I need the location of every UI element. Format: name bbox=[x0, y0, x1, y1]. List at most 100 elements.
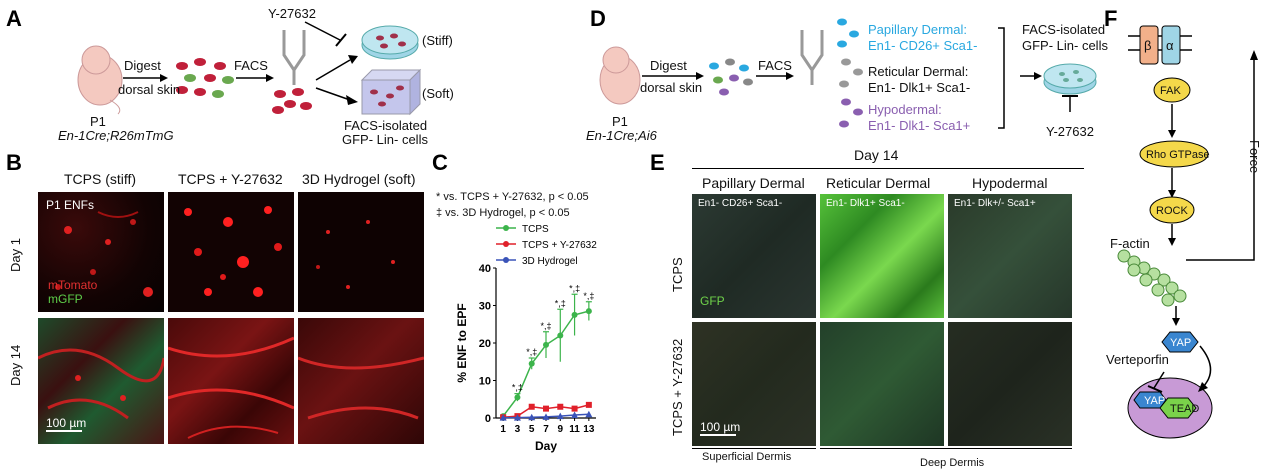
micrograph-e-hypodermal-y27632 bbox=[948, 322, 1072, 446]
mouse-pup-icon bbox=[599, 46, 641, 105]
panel-d-isolated-2: GFP- Lin- cells bbox=[1022, 38, 1108, 53]
panel-b-col-1: TCPS (stiff) bbox=[64, 171, 137, 187]
panel-f-label: F bbox=[1104, 6, 1118, 31]
panel-f-factin: F-actin bbox=[1110, 236, 1150, 251]
panel-a-genotype: En-1Cre;R26mTmG bbox=[58, 128, 174, 143]
data-point bbox=[513, 414, 521, 421]
panel-a-facs: FACS bbox=[234, 58, 268, 73]
e-marker-2: En1- Dlk1+ Sca1- bbox=[826, 198, 905, 209]
e-superficial-label: Superficial Dermis bbox=[702, 451, 792, 463]
data-point bbox=[528, 413, 536, 421]
y-tick-label: 20 bbox=[479, 338, 491, 350]
x-tick-label: 9 bbox=[558, 424, 564, 435]
panel-d-dorsal-skin: dorsal skin bbox=[640, 80, 703, 95]
e-deep-line bbox=[820, 448, 1072, 449]
data-point bbox=[571, 405, 578, 412]
panel-d-label: D bbox=[590, 6, 606, 31]
panel-c-note-1: * vs. TCPS + Y-27632, p < 0.05 bbox=[436, 191, 589, 203]
b-scale-bar-label: 100 µm bbox=[46, 416, 87, 430]
panel-a-diagram bbox=[77, 21, 422, 116]
panel-e-row-2: TCPS + Y-27632 bbox=[670, 338, 685, 436]
panel-d-facs: FACS bbox=[758, 58, 792, 73]
panel-f-alpha: α bbox=[1166, 38, 1174, 53]
panel-a-age: P1 bbox=[90, 114, 106, 129]
panel-f-verteporfin: Verteporfin bbox=[1106, 352, 1169, 367]
data-point bbox=[571, 411, 579, 418]
y-tick-label: 40 bbox=[479, 263, 491, 275]
e-scale-bar-label: 100 µm bbox=[700, 420, 741, 434]
panel-a-label: A bbox=[6, 6, 22, 31]
panel-a-dorsal-skin: dorsal skin bbox=[118, 82, 181, 97]
panel-a-inhibitor: Y-27632 bbox=[268, 6, 316, 21]
mouse-pup-icon bbox=[77, 45, 123, 115]
data-point bbox=[528, 403, 535, 410]
panel-b-col-2: TCPS + Y-27632 bbox=[178, 171, 283, 187]
panel-d-digest: Digest bbox=[650, 58, 687, 73]
b-scale-bar-line bbox=[46, 430, 82, 432]
micrograph-e-papillary-tcps: En1- CD26+ Sca1- GFP bbox=[692, 194, 816, 318]
legend-label: TCPS bbox=[522, 224, 549, 235]
micrograph-b-y27632-day14 bbox=[168, 318, 294, 444]
micrograph-e-reticular-y27632 bbox=[820, 322, 944, 446]
panel-a-isolated-2: GFP- Lin- cells bbox=[342, 132, 428, 147]
micrograph-e-papillary-y27632: 100 µm bbox=[692, 322, 816, 446]
panel-b-row-2: Day 14 bbox=[8, 344, 23, 386]
y-axis-label: % ENF to EPF bbox=[455, 303, 469, 382]
panel-d-inhibitor: Y-27632 bbox=[1046, 124, 1094, 139]
y-tick-label: 10 bbox=[479, 376, 491, 388]
data-point bbox=[585, 308, 592, 315]
data-point bbox=[499, 414, 507, 421]
legend-label: 3D Hydrogel bbox=[522, 256, 578, 267]
panel-d-genotype: En-1Cre;Ai6 bbox=[586, 128, 657, 143]
mixed-cells bbox=[176, 58, 234, 98]
panel-b-label: B bbox=[6, 150, 22, 175]
significance-label: *,‡ bbox=[526, 347, 537, 357]
panel-e-col-1: Papillary Dermal bbox=[702, 175, 805, 191]
panel-d-age: P1 bbox=[612, 114, 628, 129]
panel-f-rock: ROCK bbox=[1156, 205, 1188, 217]
panel-b-col-3: 3D Hydrogel (soft) bbox=[302, 171, 416, 187]
panel-a-isolated-1: FACS-isolated bbox=[344, 118, 428, 133]
micrograph-e-reticular-tcps: En1- Dlk1+ Sca1- bbox=[820, 194, 944, 318]
e-gfp-label: GFP bbox=[700, 294, 725, 308]
panel-f-beta: β bbox=[1144, 38, 1152, 53]
panel-f-yap: YAP bbox=[1170, 337, 1192, 349]
e-marker-1: En1- CD26+ Sca1- bbox=[698, 198, 783, 209]
panel-d-diagram bbox=[599, 18, 1005, 129]
panel-e-day: Day 14 bbox=[854, 147, 899, 163]
panel-a-soft: (Soft) bbox=[422, 86, 454, 101]
legend-label: TCPS + Y-27632 bbox=[522, 240, 597, 251]
panel-e-col-3: Hypodermal bbox=[972, 175, 1048, 191]
x-tick-label: 11 bbox=[569, 424, 580, 435]
panel-b-row-1: Day 1 bbox=[8, 238, 23, 272]
x-tick-label: 3 bbox=[515, 424, 521, 435]
data-point bbox=[585, 410, 593, 418]
significance-label: *,‡ bbox=[512, 383, 523, 393]
panel-f-yap-inner: YAP bbox=[1144, 395, 1166, 407]
panel-c-note-2: ‡ vs. 3D Hydrogel, p < 0.05 bbox=[436, 207, 570, 219]
x-tick-label: 7 bbox=[543, 424, 549, 435]
b-legend-red: mTomato bbox=[48, 278, 98, 292]
panel-a-digest: Digest bbox=[124, 58, 161, 73]
panel-f-pathway bbox=[1117, 25, 1258, 439]
panel-d-isolated-1: FACS-isolated bbox=[1022, 22, 1106, 37]
data-point bbox=[557, 332, 564, 339]
e-deep-label: Deep Dermis bbox=[920, 457, 985, 469]
data-point bbox=[543, 405, 549, 412]
significance-label: *,‡ bbox=[583, 291, 594, 301]
panel-f-force: Force bbox=[1247, 140, 1262, 174]
panel-e-divider bbox=[692, 168, 1084, 169]
panel-f-tead: TEAD bbox=[1170, 403, 1200, 415]
panel-d-reticular-markers: En1- Dlk1+ Sca1- bbox=[868, 80, 971, 95]
significance-label: *,‡ bbox=[569, 283, 580, 293]
legend-marker bbox=[503, 241, 509, 247]
panel-e-label: E bbox=[650, 150, 665, 175]
data-point bbox=[543, 341, 549, 348]
data-point bbox=[557, 403, 564, 410]
micrograph-b-tcps-day14: 100 µm bbox=[38, 318, 164, 444]
e-superficial-line bbox=[692, 448, 816, 449]
data-point bbox=[528, 360, 535, 367]
x-tick-label: 5 bbox=[529, 424, 535, 435]
data-point bbox=[514, 394, 521, 401]
